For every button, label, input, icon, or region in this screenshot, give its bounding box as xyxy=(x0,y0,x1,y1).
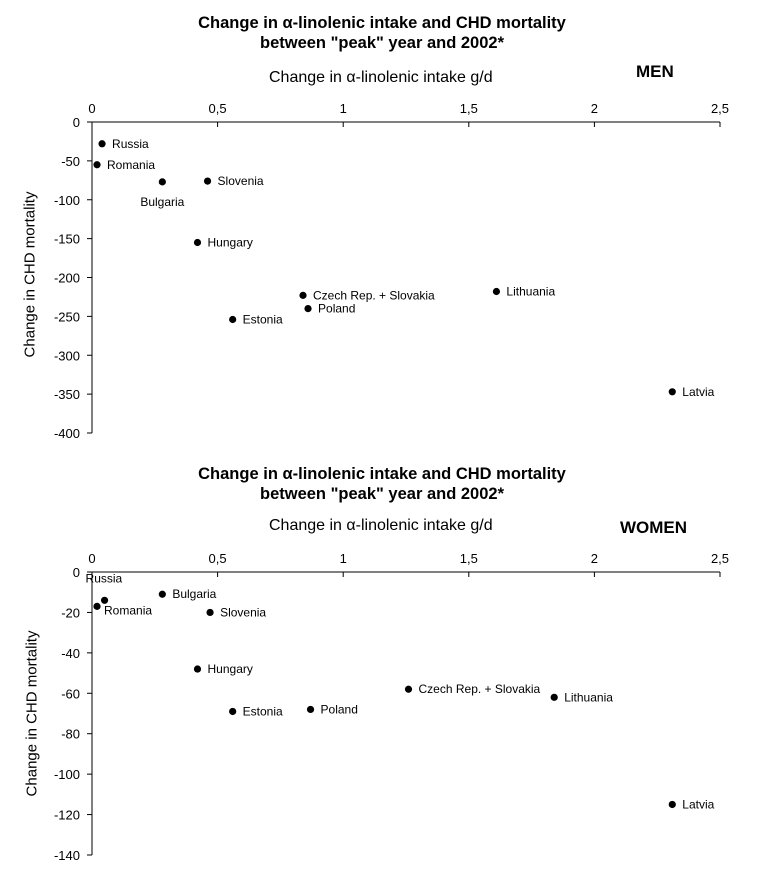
y-tick-label: -80 xyxy=(61,727,80,742)
data-point xyxy=(93,161,101,169)
women-panel: Change in α-linolenic intake and CHD mor… xyxy=(0,450,764,872)
data-point xyxy=(492,287,501,296)
data-point xyxy=(193,238,202,247)
data-point xyxy=(229,315,237,324)
x-tick-label: 1,5 xyxy=(460,101,478,116)
data-point xyxy=(668,800,676,809)
y-tick-label: -250 xyxy=(54,309,80,324)
title-line-2: between "peak" year and 2002* xyxy=(259,485,505,503)
x-tick-label: 2 xyxy=(591,551,598,566)
data-point xyxy=(93,602,101,610)
y-tick-label: 0 xyxy=(73,115,80,130)
y-tick-label: -140 xyxy=(54,848,80,863)
chart-title: Change in α-linolenic intake and CHD mor… xyxy=(0,464,764,504)
point-label: Bulgaria xyxy=(172,587,216,601)
men-scatter-plot: 0 0,5 1 1,5 2 2,5 0 -50 -100 -150 -200 -250 -300 -350… xyxy=(54,101,729,441)
point-label: Slovenia xyxy=(218,174,264,188)
x-axis-label: Change in α-linolenic intake g/d xyxy=(269,517,493,534)
point-label: Latvia xyxy=(682,797,714,811)
data-point xyxy=(158,590,166,598)
x-tick-label: 0 xyxy=(88,551,95,566)
point-label: Russia xyxy=(86,571,123,585)
point-label: Latvia xyxy=(682,385,714,399)
chart-title: Change in α-linolenic intake and CHD mor… xyxy=(0,13,764,53)
y-tick-label: -100 xyxy=(54,193,80,208)
point-label: Lithuania xyxy=(506,284,555,298)
x-tick-label: 1 xyxy=(340,101,347,116)
x-tick-label: 2,5 xyxy=(711,101,729,116)
point-label: Slovenia xyxy=(220,605,266,619)
x-tick-label: 0,5 xyxy=(209,101,227,116)
x-tick-label: 2 xyxy=(591,101,598,116)
data-point xyxy=(304,305,312,313)
point-label: Estonia xyxy=(243,704,283,718)
y-tick-label: -40 xyxy=(61,646,80,661)
point-label: Hungary xyxy=(208,662,253,676)
y-tick-label: -200 xyxy=(54,271,80,286)
y-tick-label: -60 xyxy=(61,686,80,701)
data-point xyxy=(158,178,166,186)
data-point xyxy=(193,665,202,673)
men-panel: Change in α-linolenic intake and CHD mor… xyxy=(0,13,764,441)
point-label: Poland xyxy=(318,302,355,316)
women-scatter-plot: 0 0,5 1 1,5 2 2,5 0 -20 -40 -60 -80 -100 -120 -140 Rus… xyxy=(54,551,729,863)
data-point xyxy=(299,291,307,299)
y-tick-label: -350 xyxy=(54,387,80,402)
x-tick-label: 0,5 xyxy=(209,551,227,566)
data-point xyxy=(229,707,237,716)
y-tick-label: -120 xyxy=(54,808,80,823)
y-tick-label: 0 xyxy=(73,565,80,580)
point-label: Poland xyxy=(321,702,358,716)
data-point xyxy=(100,596,109,604)
y-tick-label: -150 xyxy=(54,232,80,247)
data-point xyxy=(98,140,106,148)
data-point xyxy=(550,693,558,701)
y-tick-label: -20 xyxy=(61,605,80,620)
x-tick-label: 0 xyxy=(88,101,95,116)
x-axis-label: Change in α-linolenic intake g/d xyxy=(269,69,493,86)
title-line-1: Change in α-linolenic intake and CHD mor… xyxy=(198,465,566,483)
point-label: Czech Rep. + Slovakia xyxy=(313,288,435,302)
y-tick-label: -400 xyxy=(54,426,80,441)
point-label: Lithuania xyxy=(564,690,613,704)
x-tick-label: 2,5 xyxy=(711,551,729,566)
data-point xyxy=(668,388,676,396)
point-label: Hungary xyxy=(208,236,253,250)
data-point xyxy=(206,608,214,617)
point-label: Romania xyxy=(107,158,155,172)
y-tick-label: -50 xyxy=(61,154,80,169)
y-tick-label: -300 xyxy=(54,348,80,363)
panel-label: WOMEN xyxy=(620,518,688,537)
panel-label: MEN xyxy=(636,62,674,81)
point-label: Czech Rep. + Slovakia xyxy=(419,682,541,696)
point-label: Romania xyxy=(104,603,152,617)
data-point xyxy=(203,177,212,185)
title-line-1: Change in α-linolenic intake and CHD mor… xyxy=(198,14,566,32)
x-tick-label: 1 xyxy=(340,551,347,566)
data-point xyxy=(306,705,315,714)
title-line-2: between "peak" year and 2002* xyxy=(259,34,505,52)
point-label: Bulgaria xyxy=(140,195,184,209)
point-label: Russia xyxy=(112,137,149,151)
x-tick-label: 1,5 xyxy=(460,551,478,566)
data-point xyxy=(404,685,413,693)
point-label: Estonia xyxy=(243,312,283,326)
y-tick-label: -100 xyxy=(54,767,80,782)
